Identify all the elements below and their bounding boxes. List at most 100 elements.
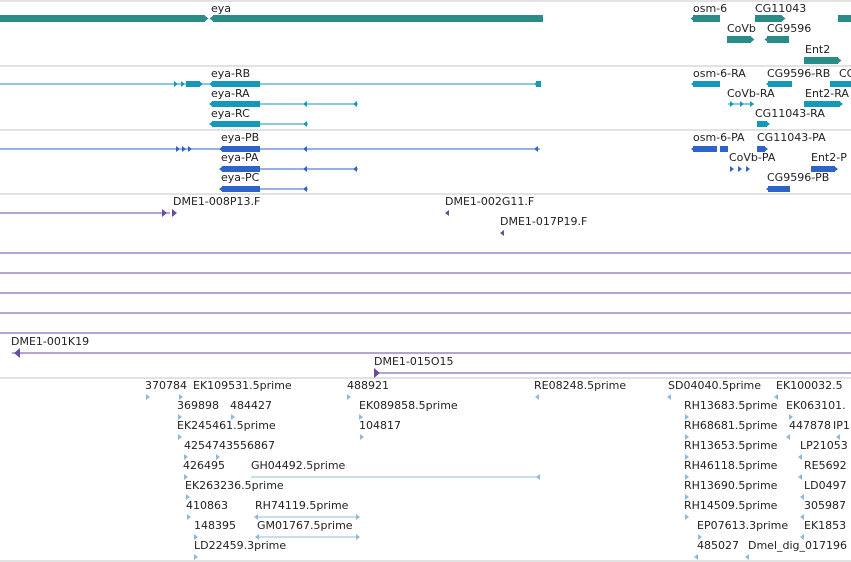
est-label[interactable]: EK089858.5prime bbox=[359, 399, 458, 412]
est-label[interactable]: 104817 bbox=[359, 419, 401, 432]
est-label[interactable]: RH13690.5prime bbox=[684, 479, 778, 492]
gene-glyph[interactable] bbox=[838, 15, 851, 22]
est-label[interactable]: RE08248.5prime bbox=[534, 379, 627, 392]
protein-label[interactable]: CoVb-PA bbox=[729, 151, 776, 164]
est-label[interactable]: EK1853 bbox=[804, 519, 847, 532]
feature-block[interactable] bbox=[720, 146, 728, 152]
feature-block[interactable] bbox=[757, 121, 767, 127]
est-label[interactable]: RH74119.5prime bbox=[255, 499, 349, 512]
est-label[interactable]: RH13653.5prime bbox=[684, 439, 778, 452]
feature-block[interactable] bbox=[811, 166, 835, 172]
clone-label[interactable]: DME1-008P13.F bbox=[173, 195, 261, 208]
gene-label-cg9596[interactable]: CG9596 bbox=[767, 22, 812, 35]
est-label[interactable]: EK109531.5prime bbox=[193, 379, 292, 392]
feature-block[interactable] bbox=[222, 166, 260, 172]
est-label[interactable]: LD22459.3prime bbox=[194, 539, 287, 552]
feature-block[interactable] bbox=[222, 146, 260, 152]
left-arrow-icon bbox=[500, 230, 504, 236]
clone-label[interactable]: DME1-017P19.F bbox=[500, 215, 588, 228]
est-label[interactable]: 148395 bbox=[194, 519, 236, 532]
gene-glyph[interactable] bbox=[755, 15, 782, 22]
transcript-label[interactable]: CoVb-RA bbox=[727, 87, 775, 100]
transcript-label[interactable]: CG11043-RA bbox=[755, 107, 825, 120]
protein-label[interactable]: Ent2-P bbox=[811, 151, 847, 164]
est-label[interactable]: EK100032.5 bbox=[776, 379, 843, 392]
transcript-label[interactable]: osm-6-RA bbox=[693, 67, 746, 80]
transcript-label[interactable]: Ent2-RA bbox=[805, 87, 849, 100]
protein-label[interactable]: CG11043-PA bbox=[757, 131, 826, 144]
est-label[interactable]: EK245461.5prime bbox=[177, 419, 276, 432]
bac-label[interactable]: DME1-001K19 bbox=[11, 335, 90, 348]
feature-block[interactable] bbox=[757, 146, 765, 152]
left-arrow-icon bbox=[209, 15, 214, 22]
est-label[interactable]: GH04492.5prime bbox=[251, 459, 346, 472]
est-label[interactable]: 410863 bbox=[186, 499, 228, 512]
est-label[interactable]: RH14509.5prime bbox=[684, 499, 778, 512]
est-label[interactable]: RE5692 bbox=[804, 459, 847, 472]
gene-glyph[interactable] bbox=[727, 36, 751, 43]
gene-glyph[interactable] bbox=[0, 15, 205, 22]
feature-block[interactable] bbox=[830, 81, 851, 87]
est-label[interactable]: 484427 bbox=[230, 399, 272, 412]
feature-block[interactable] bbox=[222, 186, 260, 192]
est-label[interactable]: Dmel_dig_017196 bbox=[748, 539, 848, 552]
gene-glyph[interactable] bbox=[767, 36, 789, 43]
feature-block[interactable] bbox=[768, 81, 792, 87]
protein-label[interactable]: eya-PB bbox=[221, 131, 260, 144]
left-arrow-icon bbox=[303, 166, 307, 172]
gene-label-eya[interactable]: eya bbox=[211, 2, 232, 15]
protein-label[interactable]: eya-PC bbox=[221, 171, 260, 184]
est-label[interactable]: 426495 bbox=[183, 459, 225, 472]
feature-block[interactable] bbox=[536, 81, 541, 87]
transcript-label[interactable]: eya-RA bbox=[211, 87, 250, 100]
transcript-label[interactable]: eya-RC bbox=[211, 107, 250, 120]
transcript-label[interactable]: eya-RB bbox=[211, 67, 251, 80]
protein-label[interactable]: osm-6-PA bbox=[693, 131, 745, 144]
protein-label[interactable]: CG9596-PB bbox=[767, 171, 830, 184]
est-label[interactable]: 369898 bbox=[177, 399, 219, 412]
est-label[interactable]: EP07613.3prime bbox=[697, 519, 789, 532]
feature-block[interactable] bbox=[768, 186, 790, 192]
feature-block[interactable] bbox=[804, 101, 840, 107]
feature-block[interactable] bbox=[186, 81, 200, 87]
gene-glyph[interactable] bbox=[804, 57, 838, 64]
right-arrow-icon bbox=[685, 434, 689, 440]
transcript-label[interactable]: CG bbox=[839, 67, 851, 80]
est-label[interactable]: LP21053 bbox=[800, 439, 848, 452]
gene-glyph[interactable] bbox=[693, 15, 720, 22]
feature-block[interactable] bbox=[693, 81, 720, 87]
gene-glyph[interactable] bbox=[213, 15, 543, 22]
est-label[interactable]: IP1 bbox=[833, 419, 850, 432]
feature-block[interactable] bbox=[212, 81, 260, 87]
est-label[interactable]: EK263236.5prime bbox=[185, 479, 284, 492]
bac-label[interactable]: DME1-015O15 bbox=[374, 355, 454, 368]
est-label[interactable]: 4254743556867 bbox=[184, 439, 275, 452]
est-label[interactable]: 370784 bbox=[145, 379, 187, 392]
est-label[interactable]: 485027 bbox=[697, 539, 739, 552]
gene-label-cg11043[interactable]: CG11043 bbox=[755, 2, 807, 15]
right-arrow-icon bbox=[839, 101, 843, 107]
clone-label[interactable]: DME1-002G11.F bbox=[445, 195, 535, 208]
est-label[interactable]: 488921 bbox=[347, 379, 389, 392]
right-arrow-icon bbox=[834, 166, 838, 172]
est-label[interactable]: GM01767.5prime bbox=[257, 519, 353, 532]
transcript-label[interactable]: CG9596-RB bbox=[767, 67, 831, 80]
left-arrow-icon bbox=[800, 514, 804, 520]
est-label[interactable]: 305987 bbox=[804, 499, 846, 512]
est-label[interactable]: 447878 bbox=[789, 419, 831, 432]
gene-label-osm-6[interactable]: osm-6 bbox=[693, 2, 728, 15]
est-label[interactable]: SD04040.5prime bbox=[668, 379, 761, 392]
feature-block[interactable] bbox=[212, 121, 260, 127]
est-label[interactable]: EK063101. bbox=[786, 399, 846, 412]
est-label[interactable]: LD0497 bbox=[804, 479, 847, 492]
feature-block[interactable] bbox=[212, 101, 260, 107]
est-label[interactable]: RH13683.5prime bbox=[684, 399, 778, 412]
est-label[interactable]: RH68681.5prime bbox=[684, 419, 778, 432]
est-label[interactable]: RH46118.5prime bbox=[684, 459, 778, 472]
gene-label-ent2[interactable]: Ent2 bbox=[805, 43, 831, 56]
gene-label-covb[interactable]: CoVb bbox=[727, 22, 756, 35]
right-arrow-icon bbox=[750, 101, 754, 107]
protein-label[interactable]: eya-PA bbox=[221, 151, 259, 164]
